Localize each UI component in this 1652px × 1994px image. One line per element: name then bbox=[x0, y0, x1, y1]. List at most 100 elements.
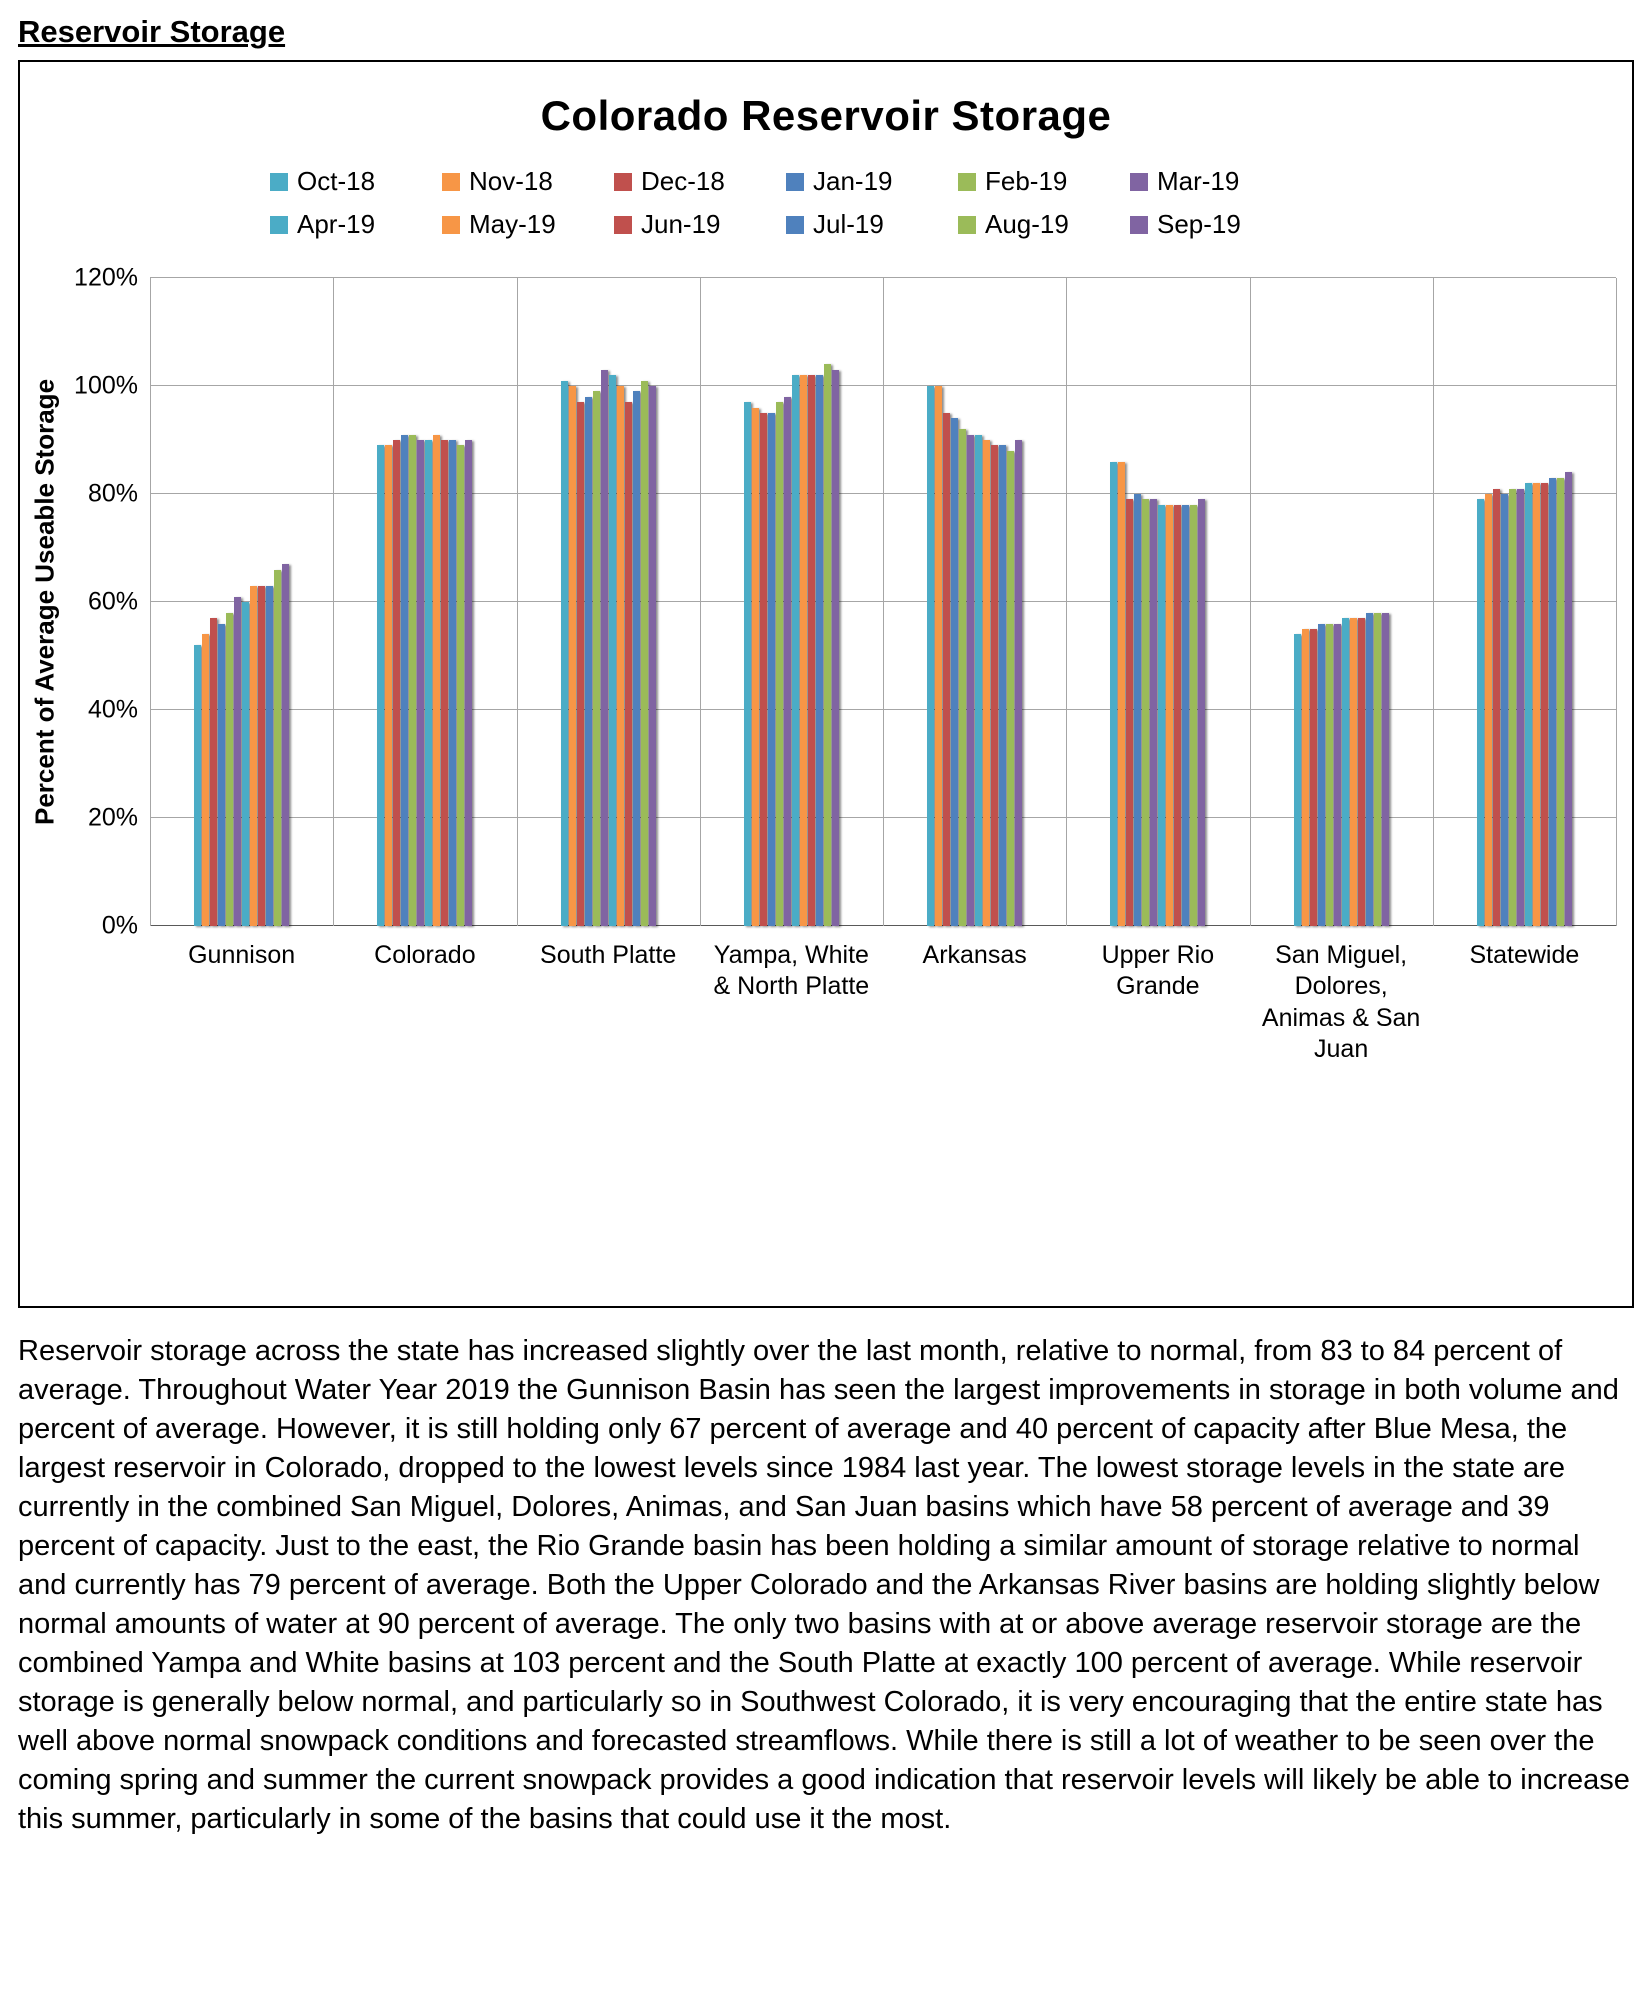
v-gridline bbox=[699, 278, 701, 926]
v-gridline bbox=[333, 278, 335, 926]
bar-may-19 bbox=[1349, 618, 1357, 926]
bar-feb-19 bbox=[1325, 623, 1333, 926]
y-tick-label: 60% bbox=[87, 587, 138, 616]
bar-feb-19 bbox=[409, 434, 417, 926]
legend-swatch-icon bbox=[1130, 172, 1148, 191]
x-axis-category-text: Upper Rio Grande bbox=[1101, 941, 1215, 1001]
bar-jan-19 bbox=[767, 413, 775, 926]
category-bar-group bbox=[700, 278, 883, 926]
bar-mar-19 bbox=[417, 440, 425, 926]
bar-jan-19 bbox=[1500, 494, 1508, 926]
legend-item: Jan-19 bbox=[786, 166, 958, 197]
category-bar-group bbox=[883, 278, 1066, 926]
bar-oct-18 bbox=[194, 645, 202, 926]
bar-oct-18 bbox=[743, 402, 751, 926]
bar-apr-19 bbox=[1524, 483, 1532, 926]
legend-swatch-icon bbox=[614, 172, 632, 191]
bar-aug-19 bbox=[1190, 504, 1198, 926]
bar-sep-19 bbox=[1381, 612, 1389, 926]
category-bar-group bbox=[517, 278, 700, 926]
legend-swatch-icon bbox=[786, 172, 804, 191]
bar-oct-18 bbox=[1110, 461, 1118, 926]
bar-jan-19 bbox=[401, 434, 409, 926]
bar-sep-19 bbox=[1198, 499, 1206, 926]
bar-nov-18 bbox=[385, 445, 393, 926]
bar-jul-19 bbox=[1365, 612, 1373, 926]
x-axis-category-label: Statewide bbox=[1433, 940, 1616, 1065]
bar-nov-18 bbox=[1118, 461, 1126, 926]
legend-label: May-19 bbox=[469, 209, 556, 239]
bar-sep-19 bbox=[282, 564, 290, 926]
bar-jan-19 bbox=[1134, 494, 1142, 926]
x-axis-category-text: Colorado bbox=[374, 941, 476, 969]
h-gridline bbox=[150, 277, 1616, 278]
category-bar-group bbox=[150, 278, 333, 926]
body-paragraph: Reservoir storage across the state has i… bbox=[18, 1335, 1630, 1835]
bar-jun-19 bbox=[1540, 483, 1548, 926]
bar-may-19 bbox=[983, 440, 991, 926]
legend-label: Aug-19 bbox=[985, 209, 1069, 239]
x-axis-category-text: Yampa, White & North Platte bbox=[713, 941, 870, 1001]
category-bar-group bbox=[1433, 278, 1616, 926]
page-heading: Reservoir Storage bbox=[18, 14, 286, 49]
bar-jul-19 bbox=[266, 585, 274, 926]
v-gridline bbox=[516, 278, 518, 926]
v-gridline bbox=[883, 278, 884, 926]
legend-label: Sep-19 bbox=[1157, 209, 1241, 239]
bar-nov-18 bbox=[1484, 494, 1492, 926]
bar-feb-19 bbox=[1508, 488, 1516, 926]
category-bar-group bbox=[333, 278, 516, 926]
bar-jun-19 bbox=[258, 585, 266, 926]
bar-apr-19 bbox=[791, 375, 799, 926]
bar-mar-19 bbox=[1150, 499, 1158, 926]
bar-may-19 bbox=[1166, 504, 1174, 926]
bar-nov-18 bbox=[202, 634, 210, 926]
bar-dec-18 bbox=[393, 440, 401, 926]
x-axis-category-text: Arkansas bbox=[922, 941, 1027, 969]
v-gridline bbox=[1432, 278, 1434, 926]
legend-item: Feb-19 bbox=[958, 166, 1130, 197]
chart-title: Colorado Reservoir Storage bbox=[540, 92, 1112, 139]
x-axis-category-text: South Platte bbox=[540, 941, 677, 969]
bar-jul-19 bbox=[632, 391, 640, 926]
bar-apr-19 bbox=[425, 440, 433, 926]
legend-swatch-icon bbox=[442, 172, 460, 191]
legend-swatch-icon bbox=[270, 215, 288, 234]
x-axis-labels: Gunnison Colorado South Platte Yampa, White… bbox=[150, 940, 1616, 1065]
bar-jun-19 bbox=[1174, 504, 1182, 926]
legend-label: Apr-19 bbox=[297, 209, 376, 239]
bar-nov-18 bbox=[751, 407, 759, 926]
bar-apr-19 bbox=[975, 434, 983, 926]
bar-sep-19 bbox=[1564, 472, 1572, 926]
x-axis-category-text: Gunnison bbox=[188, 941, 296, 969]
bar-dec-18 bbox=[576, 402, 584, 926]
bar-sep-19 bbox=[648, 386, 656, 926]
bar-apr-19 bbox=[608, 375, 616, 926]
bars bbox=[150, 278, 1616, 926]
bar-aug-19 bbox=[1373, 612, 1381, 926]
y-tick-label: 40% bbox=[87, 695, 138, 724]
y-axis-ticks: 0% 20% 40% 60% 80% 100% 120% bbox=[70, 264, 150, 940]
bar-jul-19 bbox=[1548, 477, 1556, 926]
legend-item: Aug-19 bbox=[958, 209, 1130, 240]
bar-aug-19 bbox=[274, 569, 282, 926]
bar-feb-19 bbox=[775, 402, 783, 926]
y-tick-label: 0% bbox=[101, 911, 138, 940]
plot-area bbox=[150, 277, 1617, 926]
x-axis-category-label: Yampa, White & North Platte bbox=[700, 940, 883, 1065]
bar-mar-19 bbox=[1333, 623, 1341, 926]
bar-oct-18 bbox=[560, 380, 568, 926]
bar-feb-19 bbox=[226, 612, 234, 926]
bar-jun-19 bbox=[624, 402, 632, 926]
category-bar-group bbox=[1066, 278, 1249, 926]
x-axis-category-label: San Miguel, Dolores, Animas & San Juan bbox=[1250, 940, 1433, 1065]
legend-swatch-icon bbox=[270, 172, 288, 191]
bar-oct-18 bbox=[1476, 499, 1484, 926]
y-tick-label: 120% bbox=[74, 263, 138, 292]
legend-item: Jul-19 bbox=[786, 209, 958, 240]
legend-item: Apr-19 bbox=[270, 209, 442, 240]
legend-swatch-icon bbox=[958, 215, 976, 234]
y-tick-label: 80% bbox=[87, 479, 138, 508]
bar-oct-18 bbox=[1293, 634, 1301, 926]
bar-may-19 bbox=[250, 585, 258, 926]
